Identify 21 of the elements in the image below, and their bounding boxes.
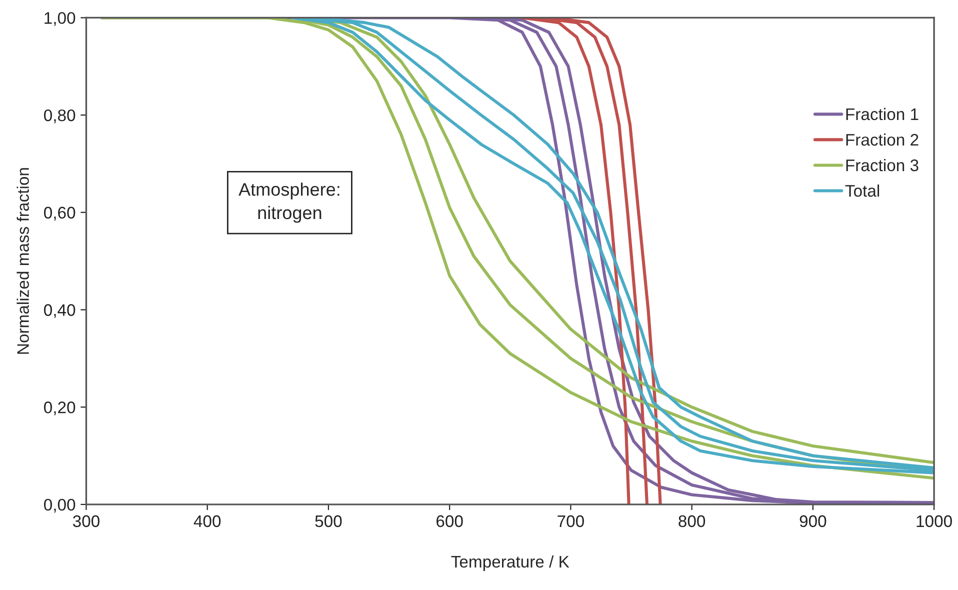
x-tick-label: 1000 [916, 515, 952, 528]
x-tick-label: 900 [800, 515, 826, 528]
y-tick-label: 0,20 [44, 402, 76, 416]
y-axis-title: Normalized mass fraction [16, 168, 29, 354]
x-tick-label: 800 [678, 515, 706, 528]
y-tick-label: 0,80 [44, 109, 76, 124]
legend-label: Fraction 2 [846, 133, 918, 146]
legend-label: Fraction 1 [846, 108, 918, 120]
x-axis-title: Temperature / K [451, 555, 570, 571]
legend-label: Total [845, 184, 880, 197]
y-tick-label: 0,60 [44, 206, 76, 221]
legend-label: Fraction 3 [846, 158, 918, 172]
x-tick-label: 300 [72, 515, 100, 528]
y-tick-label: 0,40 [44, 304, 76, 318]
x-tick-label: 700 [558, 515, 584, 528]
x-tick-label: 600 [436, 515, 463, 528]
annotation: Atmosphere: nitrogen [238, 182, 340, 223]
y-tick-label: 0,00 [44, 498, 76, 513]
x-tick-label: 400 [194, 515, 221, 528]
x-tick-label: 500 [315, 515, 342, 528]
y-tick-label: 1,00 [44, 12, 76, 26]
